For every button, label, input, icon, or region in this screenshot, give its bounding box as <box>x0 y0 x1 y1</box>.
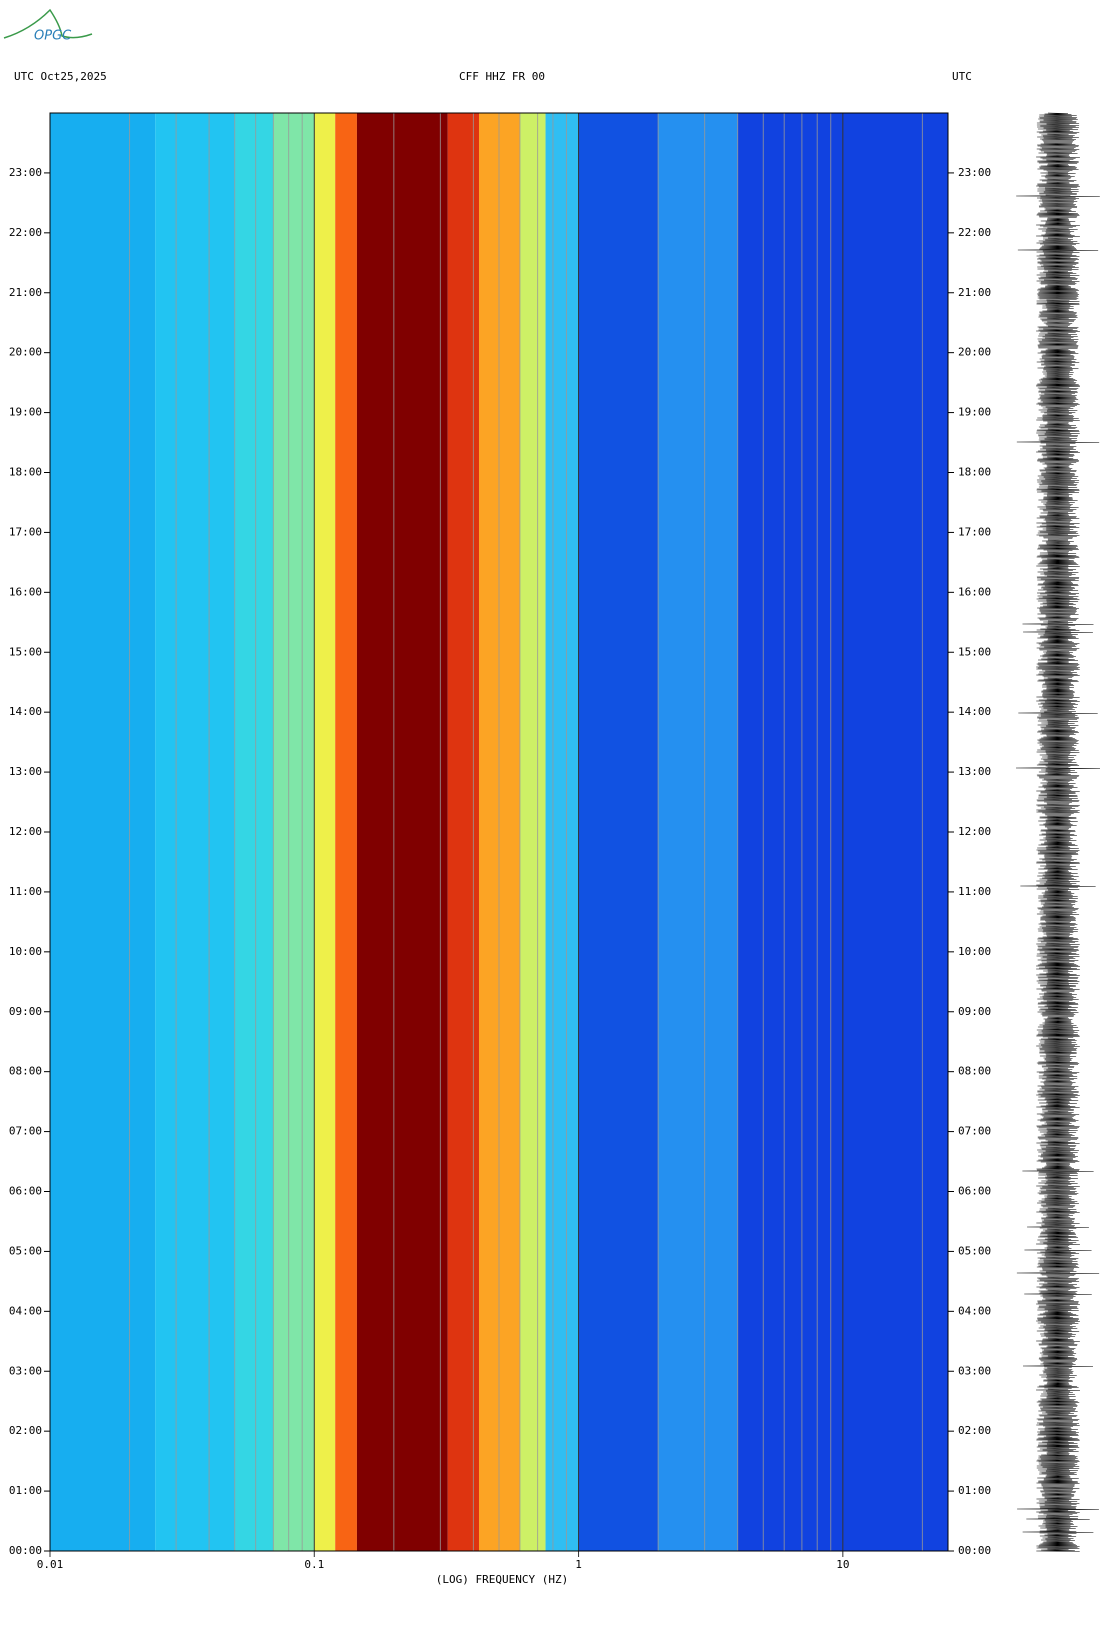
y-tick-label: 07:00 <box>958 1125 991 1138</box>
y-tick-label: 00:00 <box>958 1544 991 1557</box>
y-tick-label: 13:00 <box>958 765 991 778</box>
y-tick-label: 03:00 <box>958 1364 991 1377</box>
y-tick-label: 18:00 <box>9 466 42 479</box>
y-tick-label: 09:00 <box>9 1005 42 1018</box>
y-tick-label: 14:00 <box>9 705 42 718</box>
spectral-band <box>234 113 274 1551</box>
seismogram-trace <box>1015 112 1101 1552</box>
y-tick-label: 15:00 <box>958 645 991 658</box>
y-tick-label: 14:00 <box>958 705 991 718</box>
y-tick-label: 15:00 <box>9 645 42 658</box>
y-tick-label: 04:00 <box>9 1304 42 1317</box>
spectral-band <box>356 113 448 1551</box>
x-tick-label: 0.1 <box>304 1558 324 1571</box>
y-tick-label: 20:00 <box>958 346 991 359</box>
y-tick-label: 04:00 <box>958 1304 991 1317</box>
spectral-band <box>447 113 479 1551</box>
spectral-band <box>658 113 738 1551</box>
title-right: UTC <box>952 70 972 83</box>
y-tick-label: 09:00 <box>958 1005 991 1018</box>
logo: OPGC <box>34 29 72 44</box>
y-tick-label: 16:00 <box>9 585 42 598</box>
y-tick-label: 19:00 <box>9 406 42 419</box>
spectral-band <box>50 113 156 1551</box>
y-tick-label: 11:00 <box>9 885 42 898</box>
y-tick-label: 21:00 <box>958 286 991 299</box>
y-tick-label: 06:00 <box>9 1185 42 1198</box>
y-tick-label: 20:00 <box>9 346 42 359</box>
y-tick-label: 12:00 <box>9 825 42 838</box>
chart-title: CFF HHZ FR 00 <box>459 70 545 83</box>
y-tick-label: 16:00 <box>958 585 991 598</box>
y-tick-label: 02:00 <box>9 1424 42 1437</box>
y-tick-label: 05:00 <box>9 1244 42 1257</box>
spectral-band <box>155 113 235 1551</box>
y-tick-label: 08:00 <box>9 1065 42 1078</box>
spectral-band <box>545 113 579 1551</box>
y-tick-label: 22:00 <box>958 226 991 239</box>
y-tick-label: 03:00 <box>9 1364 42 1377</box>
y-tick-label: 23:00 <box>958 166 991 179</box>
y-tick-label: 07:00 <box>9 1125 42 1138</box>
y-tick-label: 02:00 <box>958 1424 991 1437</box>
y-tick-label: 01:00 <box>9 1484 42 1497</box>
y-tick-label: 17:00 <box>9 525 42 538</box>
y-tick-label: 10:00 <box>9 945 42 958</box>
y-tick-label: 19:00 <box>958 406 991 419</box>
y-tick-label: 12:00 <box>958 825 991 838</box>
y-tick-label: 10:00 <box>958 945 991 958</box>
title-left: UTC Oct25,2025 <box>14 70 107 83</box>
y-tick-label: 22:00 <box>9 226 42 239</box>
y-tick-label: 05:00 <box>958 1244 991 1257</box>
y-tick-label: 01:00 <box>958 1484 991 1497</box>
spectral-band <box>273 113 315 1551</box>
y-tick-label: 11:00 <box>958 885 991 898</box>
y-tick-label: 06:00 <box>958 1185 991 1198</box>
spectral-band <box>314 113 336 1551</box>
spectral-band <box>519 113 546 1551</box>
x-tick-label: 0.01 <box>37 1558 64 1571</box>
spectral-band <box>578 113 659 1551</box>
y-tick-label: 13:00 <box>9 765 42 778</box>
y-tick-label: 18:00 <box>958 466 991 479</box>
y-tick-label: 00:00 <box>9 1544 42 1557</box>
logo-mark <box>3 8 93 39</box>
y-tick-label: 08:00 <box>958 1065 991 1078</box>
x-axis-label: (LOG) FREQUENCY (HZ) <box>436 1573 568 1586</box>
x-tick-label: 10 <box>836 1558 849 1571</box>
y-tick-label: 17:00 <box>958 525 991 538</box>
plot-frame <box>49 112 949 1552</box>
y-tick-label: 23:00 <box>9 166 42 179</box>
spectral-band <box>335 113 357 1551</box>
y-tick-label: 21:00 <box>9 286 42 299</box>
x-tick-label: 1 <box>575 1558 582 1571</box>
